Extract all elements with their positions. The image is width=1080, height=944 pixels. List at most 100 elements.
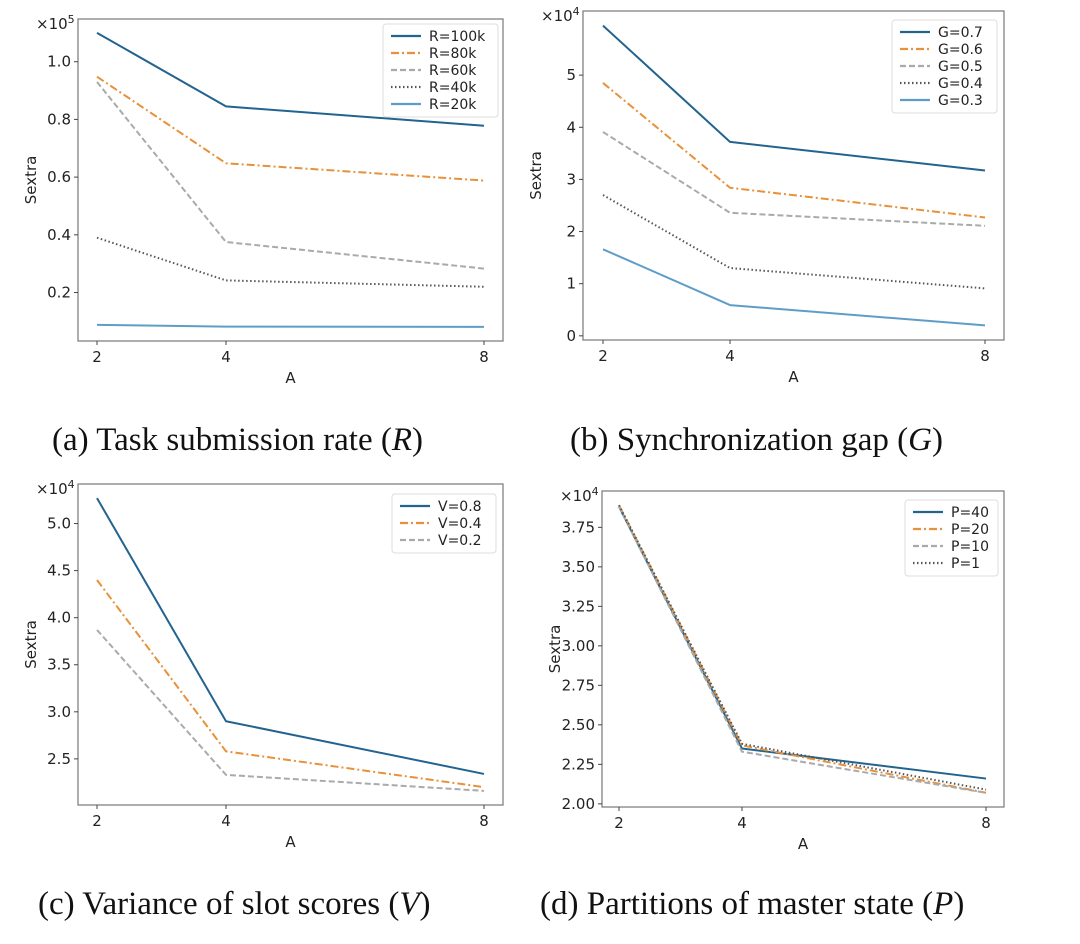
legend-entry: R=20k (429, 97, 477, 113)
legend: V=0.8V=0.4V=0.2 (391, 493, 497, 554)
y-tick-label: 2.50 (562, 716, 595, 734)
y-axis-label: Sextra (22, 620, 40, 669)
plot-frame (582, 10, 1005, 341)
legend-box (382, 23, 499, 118)
y-multiplier-label: ×104 (36, 478, 75, 498)
x-tick-label: 2 (614, 814, 624, 832)
legend-entry: P=10 (951, 539, 989, 555)
x-tick-label: 2 (92, 348, 102, 366)
plot-frame (77, 18, 504, 342)
legend-entry: G=0.7 (938, 25, 983, 41)
chart-panel-a: 0.2 0.4 0.6 0.8 1.0 2 4 8 A Sextra ×105 R=100kR=80k… (22, 13, 504, 387)
legend: P=40P=20P=10P=1 (904, 499, 999, 577)
y-tick-label: 3.50 (562, 558, 595, 576)
series-line-g-0-5 (602, 131, 986, 227)
y-tick-label: 0 (566, 327, 576, 345)
y-tick-label: 3.0 (47, 703, 71, 721)
series-line-v-0-8 (96, 497, 485, 775)
series-line-g-0-4 (602, 194, 986, 290)
series-line-v-0-2 (96, 629, 485, 792)
y-multiplier-exponent: 5 (68, 13, 75, 26)
y-tick-label: 4 (566, 118, 576, 136)
series-line-r-40k (96, 236, 485, 288)
y-multiplier-exponent: 4 (68, 478, 75, 491)
legend-entry: V=0.2 (438, 533, 482, 549)
y-tick-label: 1 (566, 275, 576, 293)
caption-d: (d) Partitions of master state (P) (540, 886, 964, 923)
y-axis-label: Sextra (22, 156, 40, 205)
legend-entry: V=0.4 (438, 516, 482, 532)
series-line-r-80k (96, 75, 485, 182)
y-tick-label: 2.00 (562, 795, 595, 813)
y-multiplier-exponent: 4 (573, 5, 580, 18)
caption-b-text: (b) Synchronization gap ( (570, 422, 909, 458)
chart-panel-b: 0 1 2 3 4 5 2 4 8 A Sextra ×104 G=0.7G=0.6G=0.5G=0.4… (527, 5, 1005, 386)
caption-b-suffix: ) (932, 422, 943, 458)
x-tick-label: 4 (221, 348, 231, 366)
x-axis-label: A (798, 835, 809, 853)
y-tick-label: 0.2 (47, 284, 71, 302)
legend-entry: G=0.4 (938, 76, 983, 92)
y-axis-label: Sextra (527, 151, 545, 200)
series-line-p-10 (618, 506, 987, 794)
x-tick-label: 2 (92, 812, 102, 830)
x-tick-label: 8 (981, 814, 991, 832)
x-axis-label: A (285, 369, 296, 387)
legend-entry: G=0.5 (938, 59, 983, 75)
legend: G=0.7G=0.6G=0.5G=0.4G=0.3 (891, 19, 998, 114)
y-tick-label: 5.0 (47, 515, 71, 533)
plot-frame (601, 490, 1005, 808)
x-tick-label: 4 (221, 812, 231, 830)
legend-entry: R=80k (429, 46, 477, 62)
legend-box (891, 19, 998, 114)
caption-d-suffix: ) (953, 886, 965, 922)
legend-entry: G=0.6 (938, 42, 983, 58)
caption-b-var: G (908, 422, 932, 458)
legend-box (391, 493, 497, 554)
x-tick-label: 8 (479, 348, 489, 366)
legend-entry: R=60k (429, 63, 477, 79)
caption-d-text: (d) Partitions of master state ( (540, 886, 934, 922)
chart-panel-c: 2.53.03.54.04.55.02 4 8ASextra×104V=0.8V=0… (22, 478, 504, 851)
legend-entry: V=0.8 (438, 499, 482, 515)
y-tick-label: 2.25 (562, 755, 595, 773)
y-tick-label: 3.75 (562, 518, 595, 536)
series-line-p-1 (618, 504, 987, 791)
x-tick-label: 8 (479, 812, 489, 830)
legend-entry: P=1 (951, 556, 980, 572)
y-tick-label: 0.8 (47, 110, 71, 128)
y-tick-label: 4.0 (47, 609, 71, 627)
caption-d-var: P (933, 886, 954, 922)
y-multiplier-label: ×105 (36, 13, 75, 33)
y-tick-label: 2.75 (562, 676, 595, 694)
series-line-r-20k (96, 323, 485, 328)
y-tick-label: 2.5 (47, 750, 71, 768)
caption-c-suffix: ) (419, 886, 431, 922)
chart-panel-d: 2.00 2.25 2.50 2.75 3.00 3.25 3.50 3.75 2 4 8 A Sext… (546, 485, 1005, 853)
caption-c-text: (c) Variance of slot scores ( (38, 886, 400, 922)
x-tick-label: 2 (598, 347, 608, 365)
x-tick-label: 8 (980, 347, 990, 365)
series-line-p-20 (618, 504, 987, 794)
y-tick-label: 4.5 (47, 562, 71, 580)
legend-entry: R=100k (429, 29, 486, 45)
x-tick-label: 4 (737, 814, 747, 832)
caption-a-var: R (391, 422, 413, 458)
caption-a-text: (a) Task submission rate ( (52, 422, 392, 458)
y-multiplier-exponent: 4 (592, 485, 599, 498)
caption-a-suffix: ) (412, 422, 424, 458)
caption-c: (c) Variance of slot scores (V) (38, 886, 431, 923)
y-tick-label: 0.6 (47, 168, 71, 186)
caption-c-var: V (399, 886, 420, 922)
caption-a: (a) Task submission rate (R) (52, 422, 423, 459)
y-tick-label: 0.4 (47, 226, 71, 244)
x-axis-label: A (788, 368, 799, 386)
y-tick-label: 3 (566, 170, 576, 188)
x-tick-label: 4 (725, 347, 735, 365)
series-line-v-0-4 (96, 579, 485, 789)
y-multiplier-label: ×104 (560, 485, 599, 505)
y-tick-label: 3.5 (47, 656, 71, 674)
y-tick-label: 2 (566, 223, 576, 241)
